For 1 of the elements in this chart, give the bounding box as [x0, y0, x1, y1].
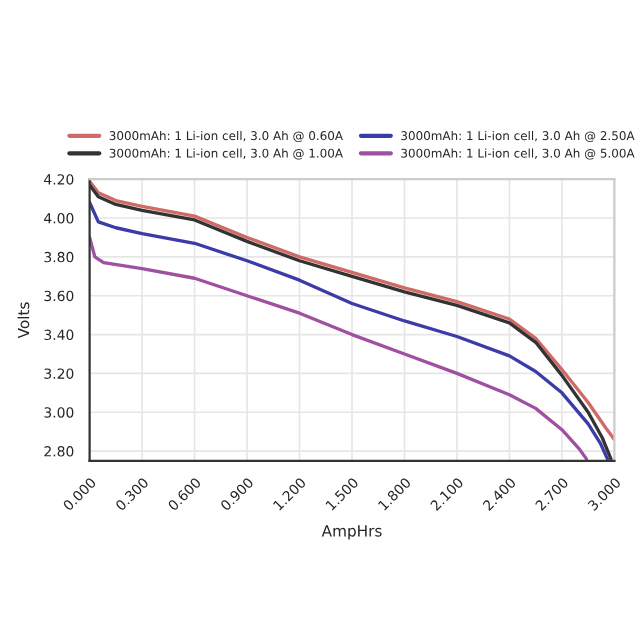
- line-series: [89, 235, 589, 461]
